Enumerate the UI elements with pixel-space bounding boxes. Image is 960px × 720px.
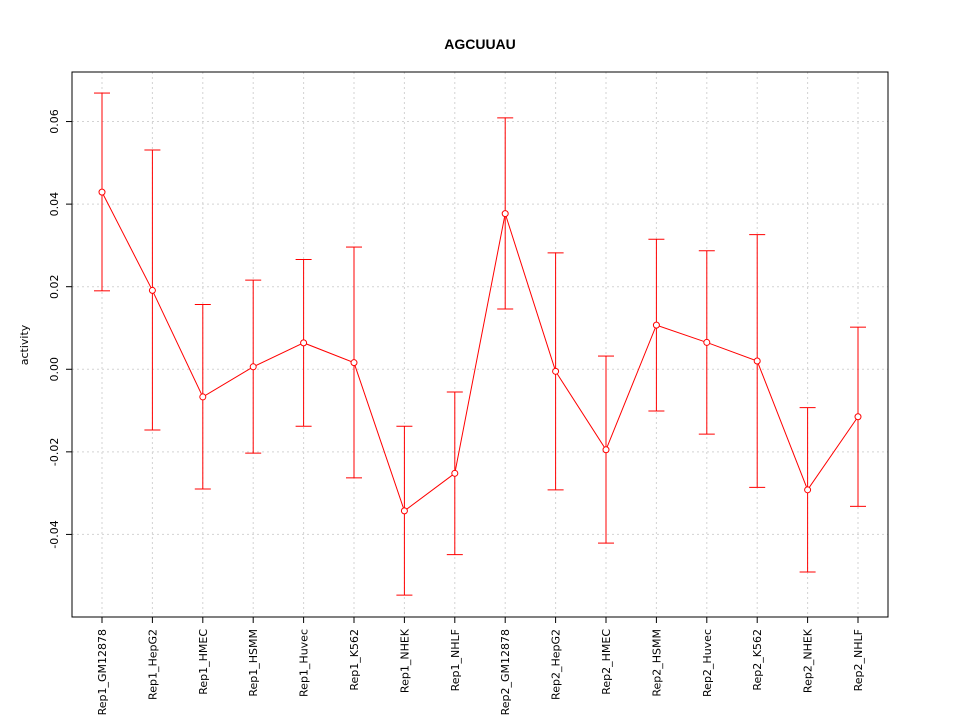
data-point [199,393,207,401]
x-tick-label: Rep2_Huvec [701,629,714,697]
data-point [451,469,459,477]
data-point [400,507,408,515]
data-point [753,357,761,365]
y-tick-label: 0.02 [48,274,61,299]
x-tick-label: Rep2_HepG2 [550,629,563,700]
y-tick-label: 0.00 [48,357,61,382]
grid-layer [72,72,888,617]
chart-title: AGCUUAU [444,36,516,52]
data-point [552,367,560,375]
y-tick-label: 0.06 [48,109,61,134]
data-point [350,359,358,367]
x-tick-label: Rep2_NHEK [802,628,815,693]
x-tick-label: Rep2_K562 [751,629,764,691]
data-point [703,338,711,346]
x-tick-label: Rep1_HSMM [247,629,260,697]
series-line [101,191,859,512]
x-tick-label: Rep2_GM12878 [499,629,512,715]
x-tick-label: Rep1_NHEK [398,628,411,693]
data-point [804,486,812,494]
x-tick-label: Rep1_NHLF [449,629,462,691]
series-layer [94,92,866,596]
y-tick-label: -0.02 [48,438,61,466]
data-point [148,286,156,294]
data-point [652,321,660,329]
x-tick-label: Rep1_GM12878 [96,629,109,715]
data-point [249,363,257,371]
data-point [501,210,509,218]
x-tick-label: Rep2_HSMM [650,629,663,697]
data-point [300,339,308,347]
x-tick-label: Rep2_NHLF [852,629,865,691]
x-tick-label: Rep1_HepG2 [146,629,159,700]
x-tick-label: Rep1_K562 [348,629,361,691]
data-point [602,446,610,454]
y-axis-label: activity [18,324,31,365]
y-tick-label: -0.04 [48,520,61,548]
x-tick-label: Rep2_HMEC [600,629,613,695]
y-tick-label: 0.04 [48,192,61,217]
x-tick-label: Rep1_HMEC [197,629,210,695]
x-tick-label: Rep1_Huvec [298,629,311,697]
data-point [854,413,862,421]
plot-frame [71,71,889,618]
axis-layer: -0.04 -0.02 0.00 0.02 0.04 0.06 Rep1_GM12878 Re… [48,109,865,715]
data-point [98,188,106,196]
